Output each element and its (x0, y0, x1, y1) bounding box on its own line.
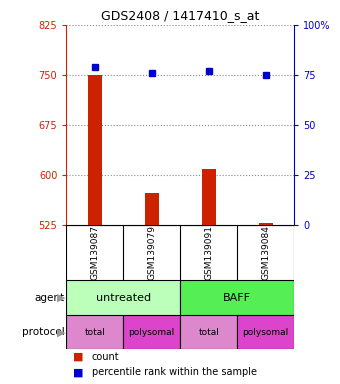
Text: total: total (198, 328, 219, 337)
Text: GSM139079: GSM139079 (147, 225, 156, 280)
Text: protocol: protocol (22, 327, 65, 337)
Text: GSM139087: GSM139087 (90, 225, 99, 280)
Bar (66, 280, 180, 315)
Bar (180, 315, 237, 349)
Text: agent: agent (34, 293, 65, 303)
Bar (180, 280, 294, 315)
Text: total: total (84, 328, 105, 337)
Bar (237, 315, 294, 349)
Bar (144, 193, 159, 225)
Title: GDS2408 / 1417410_s_at: GDS2408 / 1417410_s_at (101, 9, 259, 22)
Bar (66, 315, 123, 349)
Bar (88, 75, 102, 225)
Bar (202, 169, 216, 225)
Text: polysomal: polysomal (242, 328, 289, 337)
Bar (258, 223, 273, 225)
Text: percentile rank within the sample: percentile rank within the sample (92, 367, 257, 377)
Text: ▶: ▶ (57, 293, 65, 303)
Text: BAFF: BAFF (223, 293, 251, 303)
Text: ■: ■ (73, 367, 84, 377)
Bar (123, 315, 180, 349)
Text: ■: ■ (73, 352, 84, 362)
Text: GSM139084: GSM139084 (261, 225, 270, 280)
Text: count: count (92, 352, 119, 362)
Text: untreated: untreated (96, 293, 151, 303)
Text: polysomal: polysomal (129, 328, 175, 337)
Text: GSM139091: GSM139091 (204, 225, 213, 280)
Text: ▶: ▶ (57, 327, 65, 337)
